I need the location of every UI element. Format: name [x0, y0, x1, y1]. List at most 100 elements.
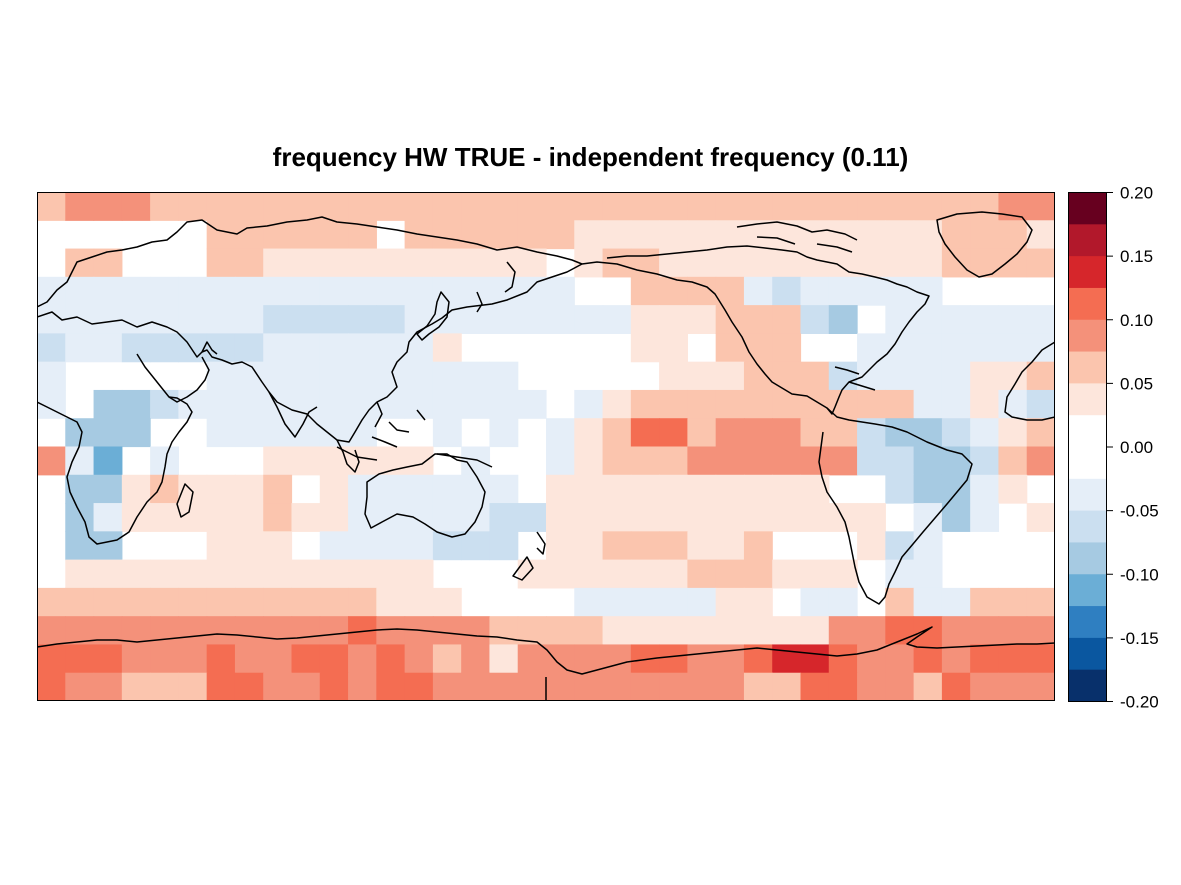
grid-cell	[432, 220, 462, 250]
grid-cell	[857, 616, 886, 646]
grid-cell	[715, 276, 745, 306]
grid-cell	[800, 644, 830, 674]
grid-cell	[319, 587, 349, 617]
grid-cell	[546, 192, 575, 221]
grid-cell	[630, 192, 660, 221]
grid-cell	[998, 474, 1028, 504]
grid-cell	[348, 446, 377, 476]
grid-cell	[913, 531, 943, 561]
grid-cell	[828, 672, 858, 701]
grid-cell	[65, 276, 95, 306]
grid-cell	[376, 333, 406, 363]
grid-cell	[574, 220, 604, 250]
colorbar-ticks: 0.20 0.15 0.10 0.05 0.00 -0.05 -0.10 -0.15 -0.20	[1106, 184, 1159, 712]
grid-cell	[913, 276, 943, 306]
grid-cell	[489, 248, 519, 278]
grid-cell	[263, 531, 293, 561]
grid-cell	[800, 587, 830, 617]
grid-cell	[941, 616, 971, 646]
grid-cell	[546, 276, 575, 306]
grid-cell	[291, 559, 321, 589]
grid-cell	[65, 333, 95, 363]
grid-cell	[319, 192, 349, 221]
grid-cell	[234, 587, 264, 617]
grid-cell	[630, 418, 660, 448]
grid-cell	[348, 276, 377, 306]
grid-cell	[828, 276, 858, 306]
grid-cell	[319, 446, 349, 476]
grid-cell	[574, 616, 604, 646]
grid-cell	[941, 248, 971, 278]
grid-cell	[319, 389, 349, 419]
grid-cell	[630, 446, 660, 476]
map-title: frequency HW TRUE - independent frequenc…	[272, 142, 909, 172]
grid-cell	[489, 616, 519, 646]
grid-cell	[376, 587, 406, 617]
grid-cell	[743, 333, 773, 363]
grid-cell	[659, 672, 688, 701]
grid-cell	[517, 276, 547, 306]
colorbar-swatch	[1068, 510, 1107, 543]
grid-cell	[546, 531, 575, 561]
grid-cell	[206, 305, 236, 334]
grid-cell	[574, 474, 604, 504]
grid-cell	[37, 672, 66, 701]
grid-cell	[687, 220, 717, 250]
grid-cell	[602, 616, 632, 646]
grid-cell	[885, 361, 915, 391]
grid-cell	[489, 389, 519, 419]
colorbar-swatch	[1068, 192, 1107, 225]
grid-cell	[743, 474, 773, 504]
grid-cell	[348, 531, 377, 561]
grid-cell	[348, 644, 377, 674]
grid-cell	[772, 503, 802, 532]
grid-cell	[630, 305, 660, 334]
grid-cell	[517, 559, 547, 589]
grid-cell	[93, 672, 123, 701]
grid-cell	[1026, 446, 1055, 476]
grid-cell	[461, 503, 491, 532]
grid-cell	[885, 672, 915, 701]
grid-cell	[941, 672, 971, 701]
grid-cell	[121, 389, 151, 419]
grid-cell	[1026, 389, 1055, 419]
grid-cell	[234, 192, 264, 221]
grid-cell	[461, 672, 491, 701]
grid-cell	[913, 389, 943, 419]
grid-cell	[659, 305, 688, 334]
coastline-alaska-north-america	[581, 245, 930, 415]
grid-cell	[715, 474, 745, 504]
grid-cell	[659, 644, 688, 674]
grid-cell	[885, 531, 915, 561]
grid-cell	[206, 474, 236, 504]
grid-cell	[659, 616, 688, 646]
grid-cell	[1026, 418, 1055, 448]
grid-cell	[461, 276, 491, 306]
grid-cell	[234, 333, 264, 363]
grid-cell	[602, 503, 632, 532]
grid-cell	[461, 531, 491, 561]
grid-cell	[291, 333, 321, 363]
grid-cell	[404, 446, 434, 476]
grid-cell	[772, 644, 802, 674]
grid-cell	[234, 531, 264, 561]
grid-cell	[291, 361, 321, 391]
grid-cell	[178, 559, 208, 589]
grid-cell	[206, 361, 236, 391]
grid-cell	[178, 672, 208, 701]
grid-cell	[404, 389, 434, 419]
grid-cell	[546, 418, 575, 448]
grid-cell	[65, 446, 95, 476]
grid-cell	[715, 389, 745, 419]
grid-cell	[291, 220, 321, 250]
grid-cell	[743, 248, 773, 278]
grid-cell	[574, 305, 604, 334]
map-panel	[37, 192, 1055, 701]
grid-cell	[432, 192, 462, 221]
grid-cell	[93, 644, 123, 674]
colorbar-tick-label: 0.15	[1120, 247, 1153, 266]
coastline-sakhalin-kamchatka	[476, 261, 516, 313]
grid-cell	[178, 644, 208, 674]
grid-cell	[461, 389, 491, 419]
grid-cell	[800, 559, 830, 589]
